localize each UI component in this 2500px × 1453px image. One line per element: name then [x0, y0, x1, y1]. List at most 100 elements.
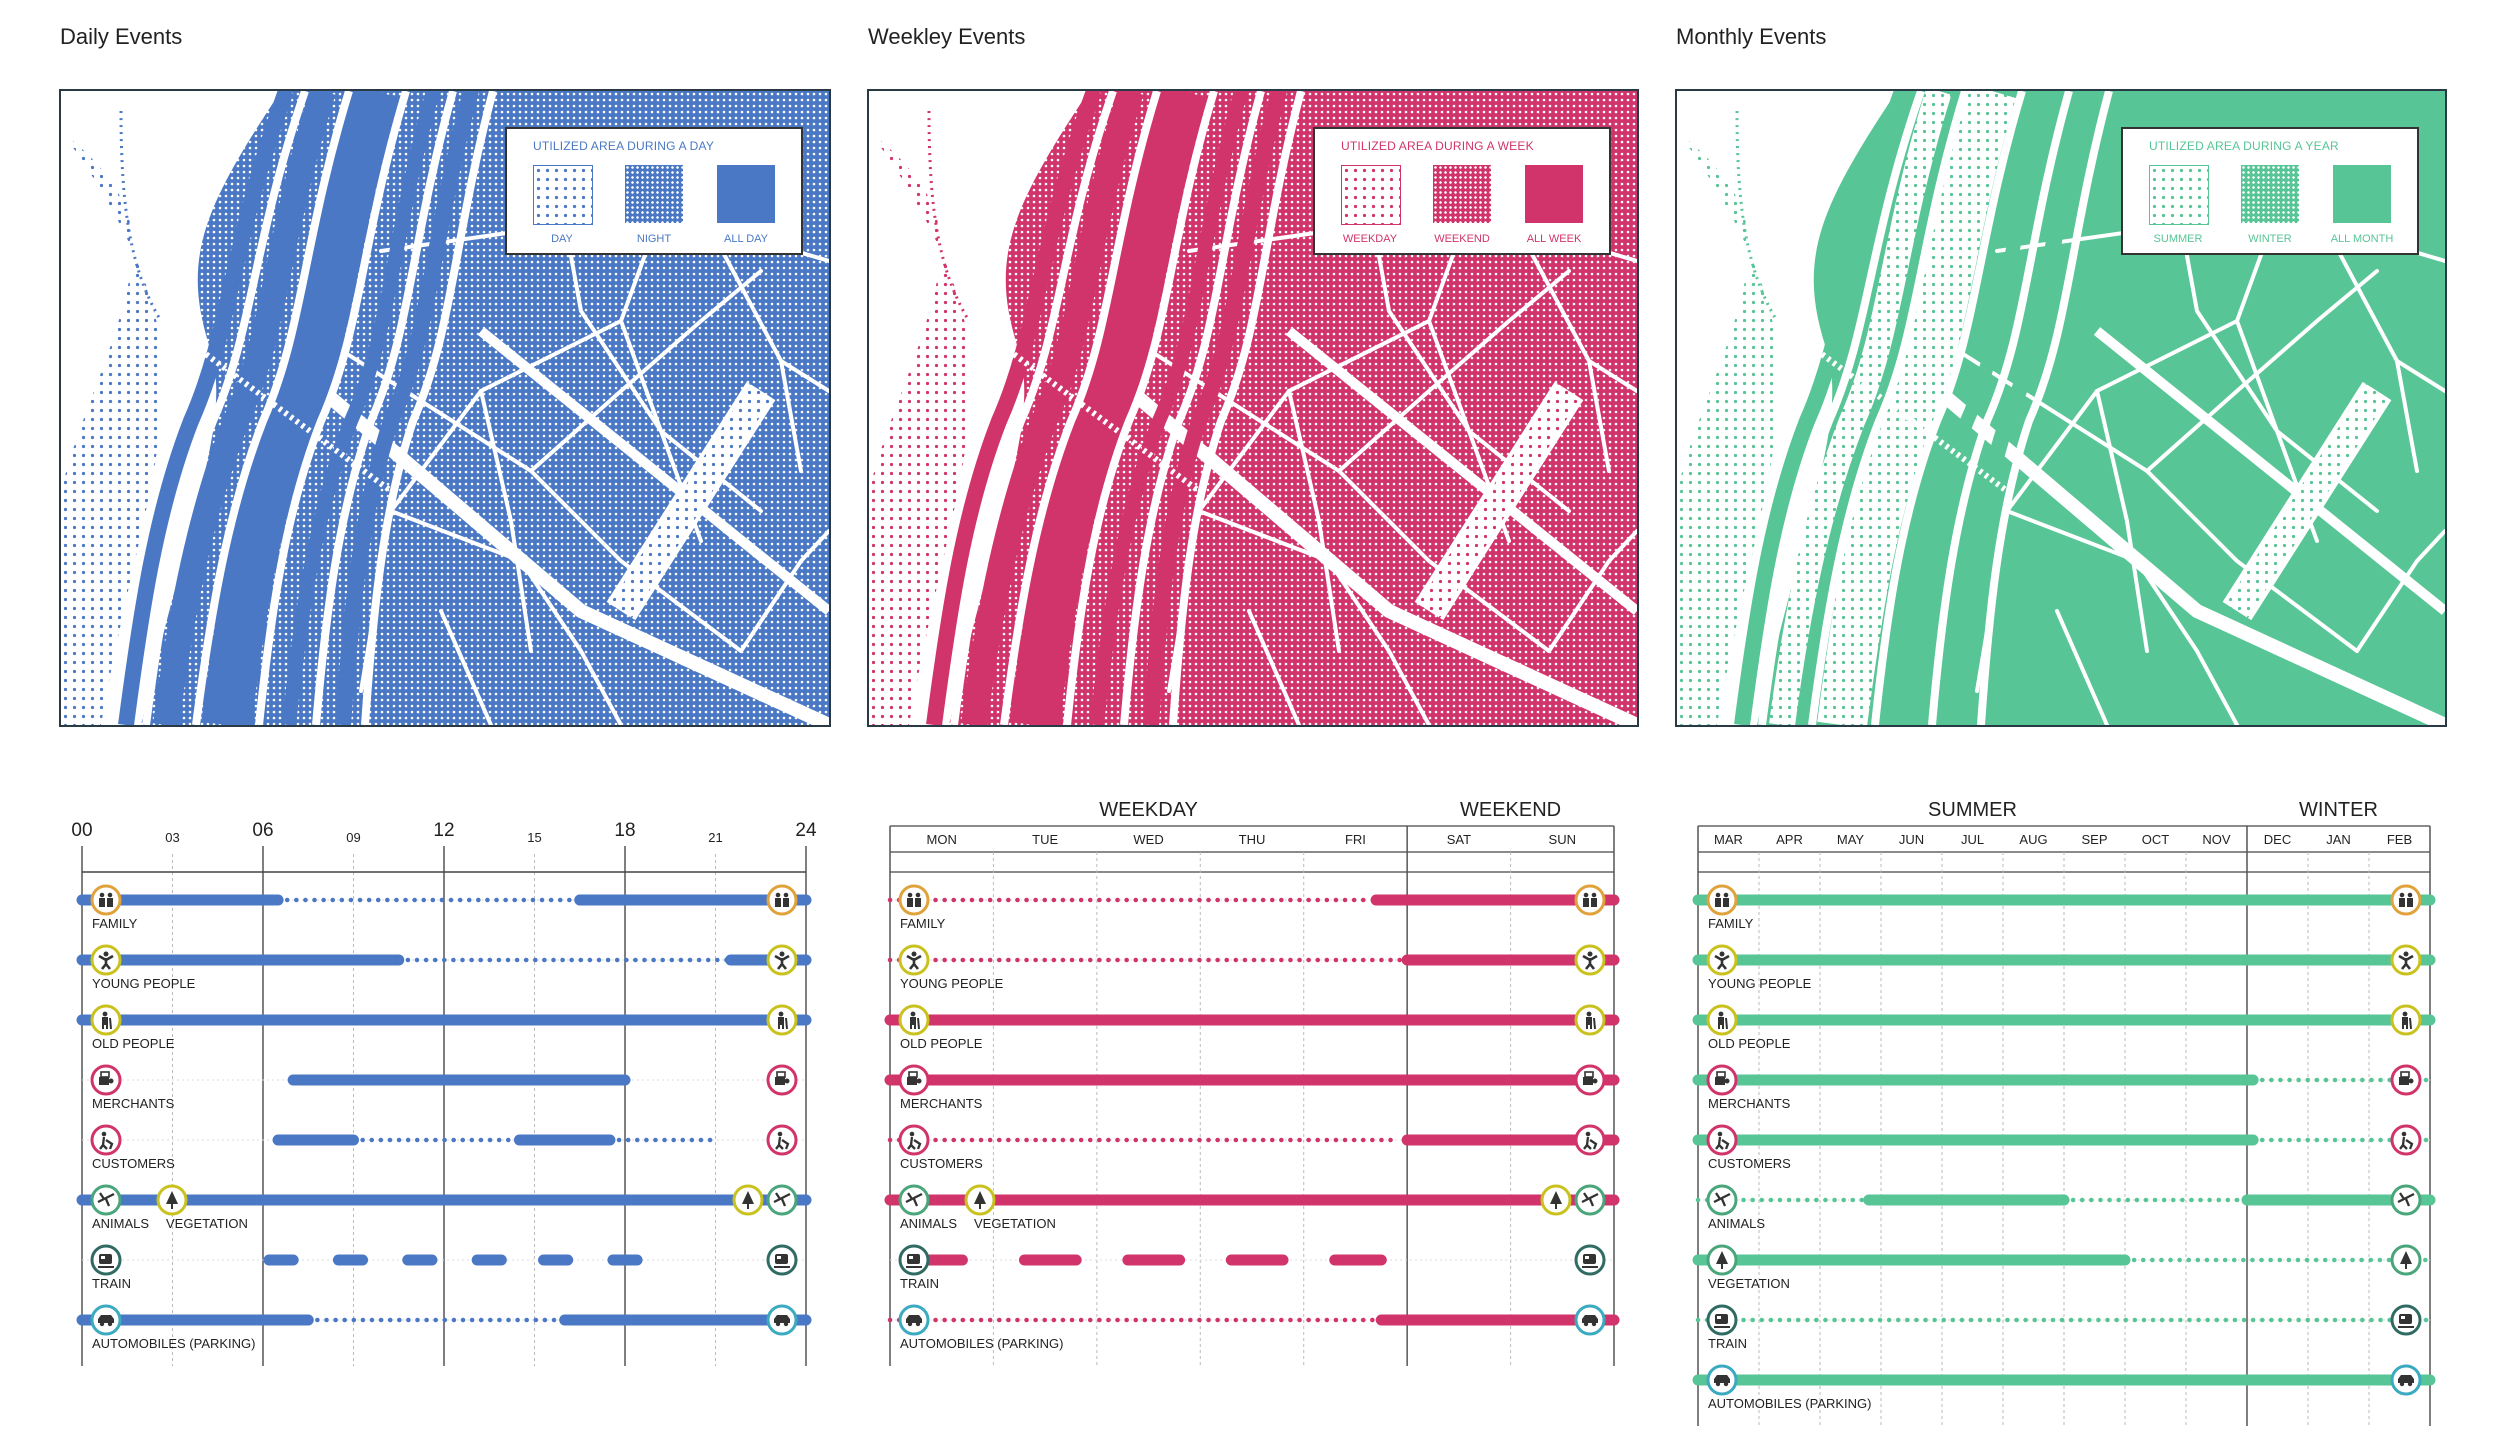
- column-label: FRI: [1345, 832, 1366, 847]
- merchants-icon: [1706, 1064, 1738, 1096]
- vegetation-icon: [1706, 1244, 1738, 1276]
- bridge: [967, 318, 1201, 494]
- timeline-canvas: 00 03 06 09 12 15 18 21 24 FAMILY YOUNG PEOPLE OLD …: [71, 820, 817, 1366]
- weekly-timeline: WEEKDAY WEEKEND MON TUE WED THU FRI SAT SUN FAMIL…: [870, 780, 1632, 1370]
- customers-icon: [1706, 1124, 1738, 1156]
- family-icon: [898, 884, 930, 916]
- river-band: [1009, 91, 1208, 725]
- row-label: YOUNG PEOPLE: [1708, 976, 1812, 991]
- river-band: [1817, 91, 2016, 725]
- car-icon: [90, 1304, 122, 1336]
- river-band: [153, 91, 336, 725]
- avenue: [1285, 327, 1637, 615]
- plaza-strip-fill: [1418, 384, 1580, 618]
- column-label: NOV: [2202, 832, 2231, 847]
- legend-swatch-light: [533, 165, 593, 225]
- young-people-icon: [2390, 944, 2422, 976]
- legend-swatch-light: [2149, 165, 2209, 225]
- legend-label: ALL WEEK: [1526, 233, 1582, 245]
- customers-icon: [766, 1124, 798, 1156]
- legend-swatch-solid: [717, 165, 775, 223]
- weekly-area-map: UTILIZED AREA DURING A WEEK WEEKDAY WEEK…: [867, 89, 1639, 727]
- tick-label: 00: [71, 820, 92, 841]
- tick-label: 09: [346, 830, 360, 845]
- river-band: [118, 91, 294, 725]
- merchants-icon: [2390, 1064, 2422, 1096]
- family-icon: [2390, 884, 2422, 916]
- block-edges: [1925, 199, 2445, 725]
- train-icon: [898, 1244, 930, 1276]
- column-label: MAY: [1837, 832, 1865, 847]
- river-separator: [1063, 91, 1218, 725]
- street-line: [2005, 509, 2239, 725]
- street-line: [439, 609, 493, 725]
- vegetation-icon: [964, 1184, 996, 1216]
- street-line: [1247, 609, 1301, 725]
- column-label: JUL: [1961, 832, 1984, 847]
- river-band: [335, 91, 479, 725]
- row-label: VEGETATION: [974, 1216, 1056, 1231]
- animals-icon: [1706, 1184, 1738, 1216]
- monthly-timeline: SUMMER WINTER MAR APR MAY JUN JUL AUG SEP OCT NOV D…: [1678, 780, 2448, 1430]
- river-band: [1734, 91, 1910, 725]
- row-label: AUTOMOBILES (PARKING): [900, 1336, 1064, 1351]
- customers-icon: [1574, 1124, 1606, 1156]
- column-label: DEC: [2264, 832, 2291, 847]
- row-label: FAMILY: [1708, 916, 1754, 931]
- car-icon: [2390, 1364, 2422, 1396]
- vegetation-icon: [156, 1184, 188, 1216]
- column-label: FEB: [2387, 832, 2412, 847]
- plaza-strip-fill: [2226, 384, 2388, 618]
- row-label: YOUNG PEOPLE: [900, 976, 1004, 991]
- street-line: [2145, 269, 2379, 473]
- tick-label: 15: [527, 830, 541, 845]
- legend-swatch-solid: [1525, 165, 1583, 223]
- train-icon: [90, 1244, 122, 1276]
- car-icon: [766, 1304, 798, 1336]
- family-icon: [90, 884, 122, 916]
- column-label: MON: [927, 832, 957, 847]
- animals-icon: [90, 1184, 122, 1216]
- avenue: [477, 327, 829, 615]
- street-line: [739, 529, 829, 653]
- street-line: [1587, 359, 1611, 473]
- train-icon: [2390, 1304, 2422, 1336]
- group-label: WINTER: [2299, 799, 2378, 821]
- river-separator: [361, 91, 497, 725]
- river-band: [1898, 91, 2056, 725]
- river-separator: [950, 91, 1117, 725]
- weekly-map-legend: UTILIZED AREA DURING A WEEK WEEKDAY WEEK…: [1313, 127, 1611, 255]
- family-icon: [1706, 884, 1738, 916]
- daily-events-title: Daily Events: [60, 24, 183, 49]
- young-people-icon: [90, 944, 122, 976]
- river-band: [926, 91, 1102, 725]
- column-label: AUG: [2019, 832, 2047, 847]
- row-label: TRAIN: [1708, 1336, 1747, 1351]
- river-separator: [255, 91, 410, 725]
- daily-map-legend: UTILIZED AREA DURING A DAY DAY NIGHT ALL…: [505, 127, 803, 255]
- river-band: [1951, 91, 2095, 725]
- animals-icon: [1574, 1184, 1606, 1216]
- row-label: MERCHANTS: [92, 1096, 175, 1111]
- daily-timeline: 00 03 06 09 12 15 18 21 24 FAMILY YOUNG PEOPLE OLD …: [62, 780, 824, 1370]
- animals-icon: [766, 1184, 798, 1216]
- street-line: [389, 509, 623, 725]
- train-icon: [766, 1244, 798, 1276]
- merchants-icon: [90, 1064, 122, 1096]
- column-label: WED: [1133, 832, 1163, 847]
- group-label: WEEKEND: [1460, 799, 1561, 821]
- column-label: OCT: [2142, 832, 2170, 847]
- monthly-events-title: Monthly Events: [1676, 24, 1827, 49]
- legend-title: UTILIZED AREA DURING A WEEK: [1341, 139, 1534, 153]
- legend-label: ALL MONTH: [2330, 233, 2394, 245]
- family-icon: [766, 884, 798, 916]
- legend-label: SUMMER: [2153, 233, 2203, 245]
- river-separator: [1169, 91, 1305, 725]
- street-line: [2395, 359, 2419, 473]
- river-separator: [192, 91, 353, 725]
- street-line: [529, 269, 763, 473]
- row-label: FAMILY: [900, 916, 946, 931]
- vegetation-icon: [2390, 1244, 2422, 1276]
- river-band: [1769, 91, 1952, 725]
- street-line: [1197, 509, 1431, 725]
